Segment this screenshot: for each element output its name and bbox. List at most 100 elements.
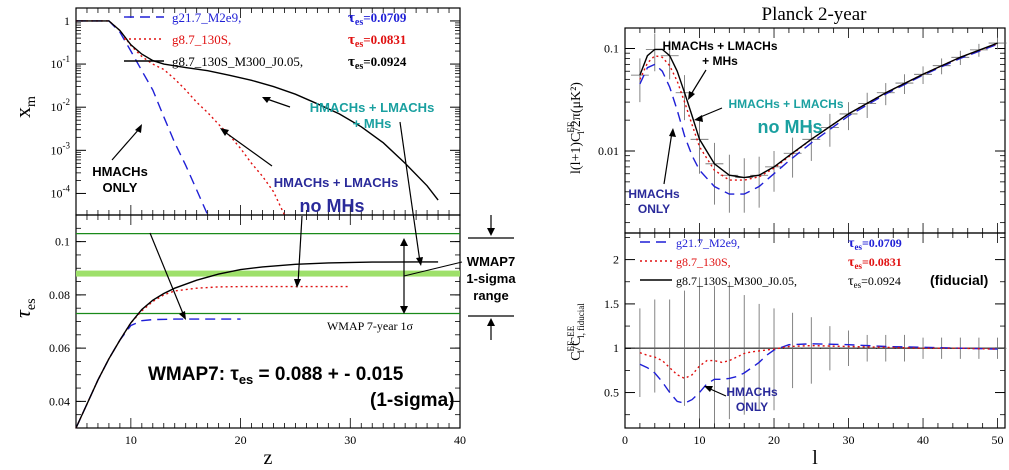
arrow-hmachs-only xyxy=(111,127,141,161)
y-tick-label: 10-4 xyxy=(51,183,71,200)
arrowhead xyxy=(487,318,495,326)
arrowhead xyxy=(669,128,676,137)
x-tick-label: 30 xyxy=(843,433,855,447)
annotation-no-mhs: no MHs xyxy=(300,196,365,216)
y-tick-label: 1 xyxy=(64,14,70,28)
legend-tau-fid: τes=0.0924 xyxy=(848,274,901,290)
panel-cl-ee: Planck 2-year 0.1 0.01 l(l+1)CEEl/2π(μK²)… xyxy=(566,4,1007,234)
arrow-hmachs-only-tau xyxy=(149,232,185,317)
arrow-hl-mh-tau xyxy=(399,121,421,263)
series-line-1 xyxy=(76,20,286,216)
ticks: 0.511.520 10 20 30 40 50 xyxy=(604,233,1005,447)
annotation-only: ONLY xyxy=(638,202,670,216)
annotation-plus-mh: + MHs xyxy=(353,116,392,131)
arrowhead xyxy=(220,128,229,136)
annotation-1sigma: (1-sigma) xyxy=(370,390,454,411)
band-center xyxy=(76,270,460,277)
y-tick-label: 1 xyxy=(613,341,619,355)
y-tick-label: 10-2 xyxy=(51,97,71,114)
arrowhead xyxy=(400,306,408,314)
arrow-hl-mh xyxy=(689,69,707,97)
series-group xyxy=(76,20,439,216)
range-label-1sigma: 1-sigma xyxy=(466,271,516,286)
x-tick-label: 10 xyxy=(125,433,137,447)
annotation-hl-mh: HMACHs + LMACHs xyxy=(662,39,777,53)
x-axis-label: l xyxy=(812,447,818,469)
annotation-hl-mh: HMACHs + LMACHs xyxy=(310,100,435,115)
legend: g21.7_M2e9, τes=0.0709 g8.7_130S, τes=0.… xyxy=(640,236,988,290)
y-tick-label: 1.5 xyxy=(604,297,619,311)
ticks: 0.04 0.06 0.08 0.1 10 20 30 40 xyxy=(49,215,466,447)
series-line-2 xyxy=(76,20,439,201)
series-line-2 xyxy=(75,261,439,429)
annotation-only: ONLY xyxy=(103,180,138,195)
y-tick-label: 0.1 xyxy=(55,235,70,249)
x-tick-label: 40 xyxy=(454,433,466,447)
legend-tau-g87: τes=0.0831 xyxy=(848,255,902,271)
series-line-1 xyxy=(639,344,998,380)
annotation-hmachs: HMACHs xyxy=(92,164,148,179)
annotation-no-mhs: no MHs xyxy=(758,117,823,137)
series-line-0 xyxy=(639,43,998,195)
y-tick-label: 0.5 xyxy=(604,386,619,400)
legend-fiducial: (fiducial) xyxy=(930,272,988,288)
y-tick-label: 0.1 xyxy=(604,42,619,56)
panel-xm: 1 10-1 10-2 10-3 10-4 xm g21.7_M2e9, τes=0.0… xyxy=(10,7,461,216)
series-group xyxy=(639,343,998,404)
legend-tau-g21: τes=0.0709 xyxy=(348,10,407,28)
chart-title: Planck 2-year xyxy=(762,4,868,25)
x-axis-label: z xyxy=(264,447,273,469)
panel-frame xyxy=(624,232,1006,429)
arrowhead xyxy=(294,279,301,288)
y-axis-label: CEEl/CEEl, fiducial xyxy=(566,303,586,361)
annotation-hl: HMACHs + LMACHs xyxy=(274,175,399,190)
ticks: 0.1 0.01 xyxy=(598,28,1005,233)
arrowhead xyxy=(179,311,186,320)
annotation-only: ONLY xyxy=(736,400,768,414)
ticks: 1 10-1 10-2 10-3 10-4 xyxy=(51,8,460,215)
series-group xyxy=(639,42,998,195)
error-bars xyxy=(630,277,1007,424)
x-tick-label: 20 xyxy=(235,433,247,447)
y-axis-label: l(l+1)CEEl/2π(μK²) xyxy=(566,82,586,174)
y-axis-label: xm xyxy=(10,96,39,118)
y-tick-label: 0.06 xyxy=(49,341,70,355)
range-label-wmap7: WMAP7 xyxy=(467,254,515,269)
series-line-0 xyxy=(76,20,209,216)
legend-label-g21: g21.7_M2e9, xyxy=(172,10,241,25)
range-label-range: range xyxy=(473,288,508,303)
legend-label-fid: g8.7_130S_M300_J0.05, xyxy=(676,274,797,288)
annotation-wmap7: WMAP7: τes = 0.088 + - 0.015 xyxy=(148,364,404,387)
x-tick-label: 20 xyxy=(768,433,780,447)
arrowhead xyxy=(688,91,695,100)
annotation-hmachs: HMACHs xyxy=(628,187,680,201)
arrowhead xyxy=(487,228,495,236)
x-tick-label: 50 xyxy=(992,433,1004,447)
series-line-0 xyxy=(639,343,998,404)
y-tick-label: 10-1 xyxy=(51,54,71,71)
legend-tau-fid: τes=0.0924 xyxy=(348,54,407,72)
annotation-plus-mh: + MHs xyxy=(702,54,738,68)
legend: g21.7_M2e9, τes=0.0709 g8.7_130S, τes=0.… xyxy=(124,10,407,72)
y-tick-label: 0.08 xyxy=(49,288,70,302)
legend-label-g87: g8.7_130S, xyxy=(676,255,731,269)
arrowhead xyxy=(262,97,271,103)
y-tick-label: 2 xyxy=(613,253,619,267)
arrowhead xyxy=(416,257,423,266)
series-line-2 xyxy=(639,42,998,179)
legend-tau-g87: τes=0.0831 xyxy=(348,32,406,50)
legend-label-g87: g8.7_130S, xyxy=(172,32,231,47)
series-line-1 xyxy=(75,285,351,429)
y-tick-label: 0.04 xyxy=(49,394,70,408)
y-tick-label: 0.01 xyxy=(598,144,619,158)
x-tick-label: 40 xyxy=(917,433,929,447)
x-tick-label: 30 xyxy=(344,433,356,447)
x-tick-label: 10 xyxy=(694,433,706,447)
arrow-hmachs-only xyxy=(663,131,673,185)
y-tick-label: 10-3 xyxy=(51,140,71,157)
legend-tau-g21: τes=0.0709 xyxy=(848,236,902,252)
arrowhead xyxy=(704,386,713,392)
arrowhead xyxy=(135,124,142,133)
annotation-hl: HMACHs + LMACHs xyxy=(728,97,843,111)
